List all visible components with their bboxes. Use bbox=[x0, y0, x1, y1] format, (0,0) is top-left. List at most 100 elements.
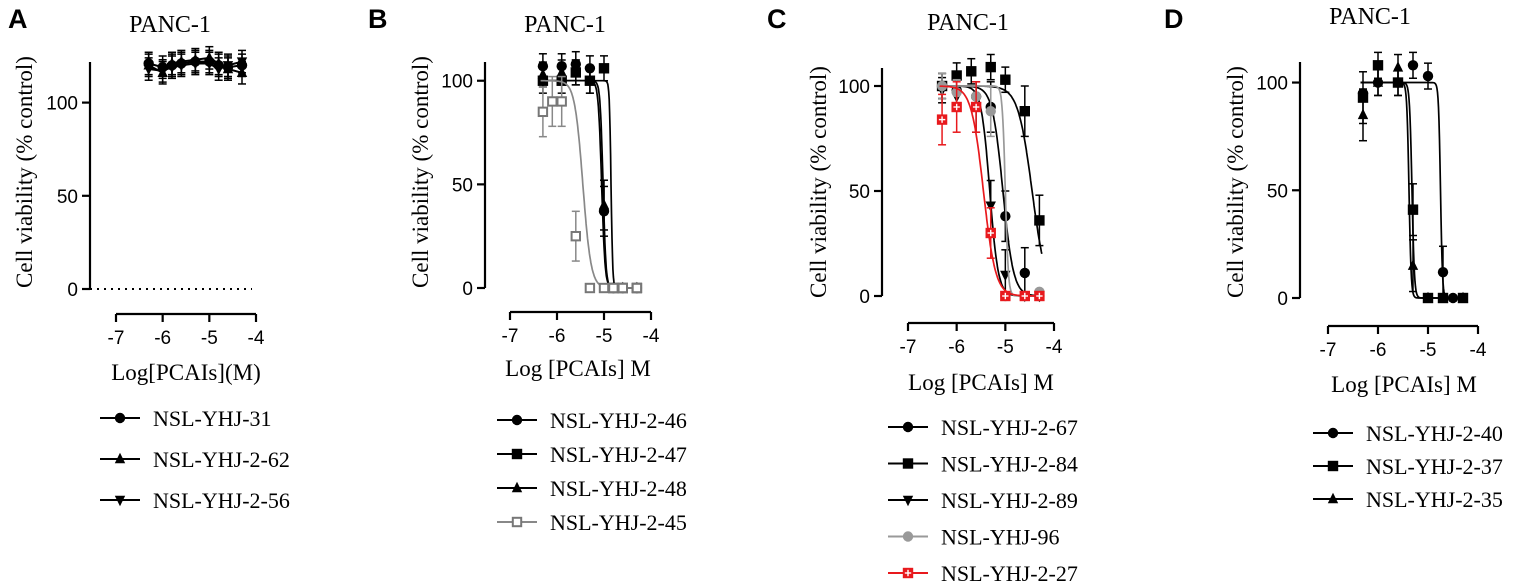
data-point bbox=[1437, 291, 1449, 303]
data-point bbox=[143, 64, 154, 76]
legend-item: NSL-YHJ-2-35 bbox=[1313, 487, 1503, 512]
legend-label: NSL-YHJ-2-47 bbox=[550, 442, 687, 467]
x-axis-title: Log [PCAIs] M bbox=[505, 356, 651, 381]
data-point bbox=[985, 227, 996, 239]
x-tick-label: -4 bbox=[248, 328, 265, 349]
data-point bbox=[556, 96, 567, 107]
data-point bbox=[1019, 106, 1030, 117]
x-tick-label: -7 bbox=[108, 328, 125, 349]
y-tick-label: 0 bbox=[859, 287, 870, 308]
data-point bbox=[598, 198, 610, 210]
chart-title: PANC-1 bbox=[524, 12, 606, 38]
data-point bbox=[1437, 266, 1449, 278]
legend-marker bbox=[902, 531, 914, 542]
x-axis: -7 -6 -5 -4 bbox=[900, 321, 1063, 358]
legend-label: NSL-YHJ-2-37 bbox=[1366, 454, 1503, 479]
legend-item: NSL-YHJ-2-40 bbox=[1313, 421, 1503, 446]
data-point bbox=[1422, 291, 1434, 303]
data-point bbox=[1034, 290, 1045, 302]
legend-marker bbox=[902, 567, 914, 579]
series-3 bbox=[1357, 53, 1469, 303]
data-point bbox=[204, 59, 215, 70]
x-axis-title: Log[PCAIs](M) bbox=[111, 360, 261, 385]
data-point bbox=[1000, 74, 1011, 85]
data-point bbox=[1392, 61, 1404, 72]
y-tick-label: 100 bbox=[46, 94, 78, 115]
y-axis-title: Cell viability (% control) bbox=[408, 56, 433, 288]
data-point bbox=[598, 282, 610, 294]
series-4 bbox=[537, 75, 643, 294]
x-axis: -7 -6 -5 -4 bbox=[1320, 324, 1487, 361]
chart-title: PANC-1 bbox=[1329, 4, 1411, 30]
y-tick-label: 100 bbox=[1256, 74, 1288, 95]
x-tick-label: -6 bbox=[948, 337, 965, 358]
y-axis-title: Cell viability (% control) bbox=[12, 56, 37, 288]
x-tick-label: -5 bbox=[201, 328, 218, 349]
legend-marker bbox=[511, 516, 523, 528]
legend-marker bbox=[1327, 460, 1339, 472]
legend-marker bbox=[902, 495, 914, 507]
x-tick-label: -7 bbox=[1320, 340, 1337, 361]
legend-label: NSL-YHJ-96 bbox=[941, 525, 1060, 550]
legend-marker bbox=[511, 448, 523, 460]
legend-item: NSL-YHJ-2-47 bbox=[497, 442, 687, 467]
data-point bbox=[1407, 259, 1419, 270]
data-point bbox=[617, 282, 628, 294]
fit-curve bbox=[540, 79, 640, 289]
data-point bbox=[547, 96, 558, 107]
data-point bbox=[570, 230, 581, 242]
x-tick-label: -5 bbox=[1420, 340, 1437, 361]
y-axis: 0 50 100 bbox=[838, 68, 884, 308]
data-point bbox=[556, 66, 567, 77]
legend-marker bbox=[511, 414, 523, 426]
x-axis-title: Log [PCAIs] M bbox=[908, 370, 1054, 395]
y-tick-label: 0 bbox=[462, 279, 473, 300]
legend-item: NSL-YHJ-2-84 bbox=[888, 452, 1078, 477]
data-point bbox=[537, 106, 549, 118]
x-tick-label: -7 bbox=[502, 326, 519, 347]
legend-item: NSL-YHJ-2-48 bbox=[497, 476, 687, 501]
data-point bbox=[584, 74, 596, 85]
legend-item: NSL-YHJ-31 bbox=[100, 406, 272, 431]
y-tick-label: 0 bbox=[1277, 289, 1288, 310]
chart-panel-a: A PANC-1 0 50 100 -7 -6 -5 -4 Log[PCAIs](M) Cell v… bbox=[8, 4, 290, 513]
x-axis-title: Log [PCAIs] M bbox=[1331, 372, 1477, 397]
data-point bbox=[584, 282, 596, 294]
y-axis: 0 50 100 bbox=[441, 62, 487, 300]
legend-label: NSL-YHJ-2-56 bbox=[153, 488, 290, 513]
y-axis-title: Cell viability (% control) bbox=[806, 66, 831, 298]
data-point bbox=[985, 61, 996, 73]
data-point bbox=[570, 66, 581, 77]
legend-label: NSL-YHJ-2-62 bbox=[153, 447, 290, 472]
x-tick-label: -4 bbox=[1046, 337, 1063, 358]
data-point bbox=[970, 101, 982, 113]
data-point bbox=[1019, 267, 1030, 279]
data-point bbox=[1019, 290, 1030, 302]
chart-title: PANC-1 bbox=[129, 12, 211, 38]
y-axis: 0 50 100 bbox=[46, 62, 252, 301]
legend-label: NSL-YHJ-2-67 bbox=[941, 415, 1078, 440]
legend-item: NSL-YHJ-2-46 bbox=[497, 408, 687, 433]
y-tick-label: 50 bbox=[452, 175, 473, 196]
legend-label: NSL-YHJ-2-48 bbox=[550, 476, 687, 501]
chart-title: PANC-1 bbox=[927, 10, 1009, 36]
x-axis: -7 -6 -5 -4 bbox=[108, 312, 265, 349]
y-axis-title: Cell viability (% control) bbox=[1223, 66, 1248, 298]
legend-marker bbox=[114, 495, 126, 507]
legend-item: NSL-YHJ-2-37 bbox=[1313, 454, 1503, 479]
x-tick-label: -4 bbox=[1470, 340, 1487, 361]
legend-item: NSL-YHJ-2-89 bbox=[888, 488, 1078, 513]
legend-item: NSL-YHJ-2-56 bbox=[100, 488, 290, 513]
x-tick-label: -6 bbox=[549, 326, 566, 347]
legend-marker bbox=[1327, 492, 1339, 504]
data-point bbox=[985, 201, 996, 212]
data-point bbox=[598, 63, 610, 74]
y-tick-label: 50 bbox=[849, 182, 870, 203]
x-tick-label: -7 bbox=[900, 337, 917, 358]
legend-marker bbox=[902, 458, 914, 469]
legend-label: NSL-YHJ-2-84 bbox=[941, 452, 1078, 477]
x-tick-label: -5 bbox=[596, 326, 613, 347]
legend-label: NSL-YHJ-2-45 bbox=[550, 510, 687, 535]
y-tick-label: 0 bbox=[67, 280, 78, 301]
